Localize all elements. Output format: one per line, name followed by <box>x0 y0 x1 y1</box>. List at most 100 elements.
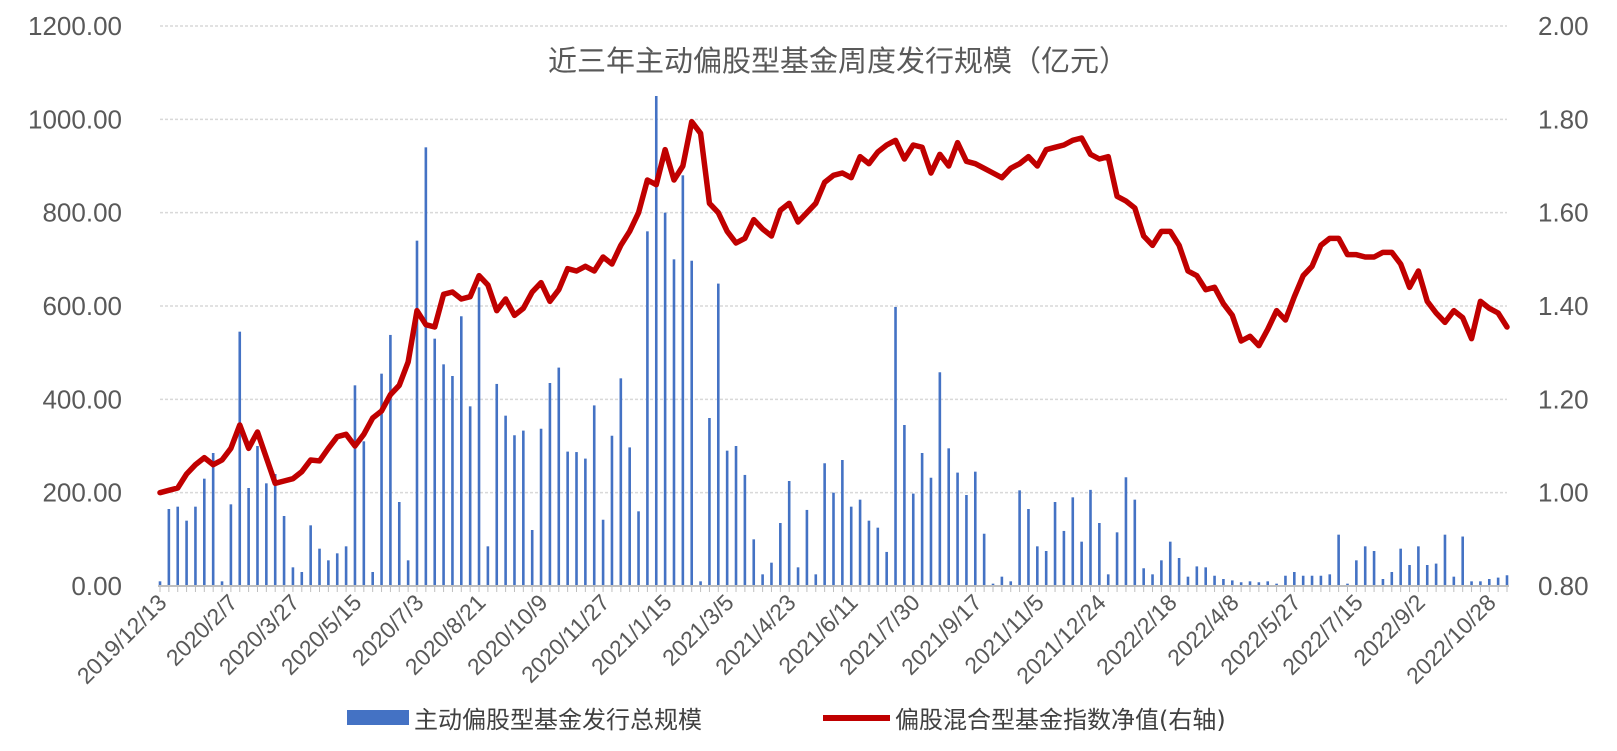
y-right-tick-label: 1.40 <box>1538 291 1589 321</box>
bar <box>468 406 472 586</box>
bar <box>1018 490 1021 586</box>
bar <box>238 331 242 586</box>
bar <box>991 583 995 586</box>
bar <box>335 553 339 586</box>
bar <box>265 483 268 586</box>
bar <box>442 364 445 586</box>
bar <box>380 373 383 586</box>
bar <box>1115 532 1119 586</box>
bar <box>1319 575 1323 586</box>
bar <box>353 385 357 586</box>
bar <box>1257 582 1261 586</box>
bar <box>894 306 897 586</box>
bar <box>1487 579 1491 586</box>
bar <box>486 546 490 586</box>
bar <box>1222 579 1225 586</box>
x-tick-label: 2019/12/13 <box>72 589 172 689</box>
bar <box>1248 581 1252 586</box>
bar <box>832 492 835 586</box>
bar <box>973 471 977 586</box>
bar <box>1417 546 1420 586</box>
bar <box>1133 499 1137 586</box>
nav-line <box>157 118 1510 496</box>
bar <box>1027 509 1030 586</box>
bar <box>1284 575 1287 586</box>
legend-bar-swatch <box>347 710 409 725</box>
y-left-tick-label: 800.00 <box>42 198 122 228</box>
bar <box>1461 536 1464 586</box>
bar <box>1204 567 1207 586</box>
bar <box>158 581 162 586</box>
bar <box>1479 581 1482 586</box>
y-left-tick-label: 0.00 <box>71 571 122 601</box>
bar <box>460 316 463 586</box>
bar <box>619 378 623 586</box>
bar <box>787 481 791 586</box>
bar <box>229 504 233 586</box>
y-right-tick-label: 0.80 <box>1538 571 1589 601</box>
bar <box>779 523 782 586</box>
y-left-tick-label: 200.00 <box>42 478 122 508</box>
bar <box>1036 546 1039 586</box>
bar <box>1000 576 1004 586</box>
bar <box>584 458 587 586</box>
bar <box>1098 523 1101 586</box>
bar <box>1071 497 1075 586</box>
bar <box>504 415 507 586</box>
line-series <box>157 118 1510 496</box>
bar <box>1080 541 1083 586</box>
bar <box>1230 580 1234 586</box>
bar <box>389 334 392 586</box>
y-right-tick-label: 2.00 <box>1538 11 1589 41</box>
gridlines <box>160 25 1507 494</box>
bar <box>929 477 933 586</box>
bar <box>1443 534 1447 586</box>
bar <box>1195 566 1199 586</box>
bar <box>849 506 853 586</box>
bar <box>858 499 862 586</box>
bar <box>1328 574 1332 586</box>
bar <box>415 240 419 586</box>
chart-title: 近三年主动偏股型基金周度发行规模（亿元） <box>548 44 1128 78</box>
bar <box>610 435 614 586</box>
bar <box>1452 576 1456 586</box>
bar <box>309 525 312 586</box>
bar <box>1425 565 1429 586</box>
bar <box>1275 583 1278 586</box>
bar <box>530 530 534 586</box>
bar <box>1062 530 1066 586</box>
bar <box>1142 568 1145 586</box>
bar <box>1337 534 1340 586</box>
bar <box>654 96 658 586</box>
bar <box>592 405 596 586</box>
bar <box>1106 574 1110 586</box>
bar <box>690 260 694 586</box>
bar <box>628 447 631 586</box>
y-left-tick-label: 600.00 <box>42 291 122 321</box>
bar-series <box>158 96 1509 587</box>
bar <box>203 478 206 586</box>
bar <box>522 430 525 586</box>
x-axis <box>158 585 1509 592</box>
legend-line-label: 偏股混合型基金指数净值(右轴) <box>895 706 1226 734</box>
bar <box>1346 583 1349 586</box>
y-left-tick-label: 400.00 <box>42 384 122 414</box>
bar <box>761 574 764 586</box>
bar <box>362 441 366 586</box>
bar <box>344 546 348 586</box>
bar <box>876 527 880 586</box>
bar <box>814 574 818 586</box>
bar <box>938 372 942 586</box>
bar <box>672 259 676 586</box>
bar <box>1434 563 1438 586</box>
tick-labels: 0.00 200.00 400.00 600.00 800.00 1000.00 1200.… <box>28 11 1589 689</box>
bar <box>1310 575 1314 586</box>
bar <box>424 147 428 587</box>
bar <box>920 453 924 586</box>
y-right-tick-label: 1.20 <box>1538 384 1589 414</box>
bar <box>637 511 640 586</box>
bar <box>1089 489 1092 586</box>
bar <box>194 506 197 586</box>
bar <box>1363 546 1367 586</box>
bar <box>300 572 304 586</box>
